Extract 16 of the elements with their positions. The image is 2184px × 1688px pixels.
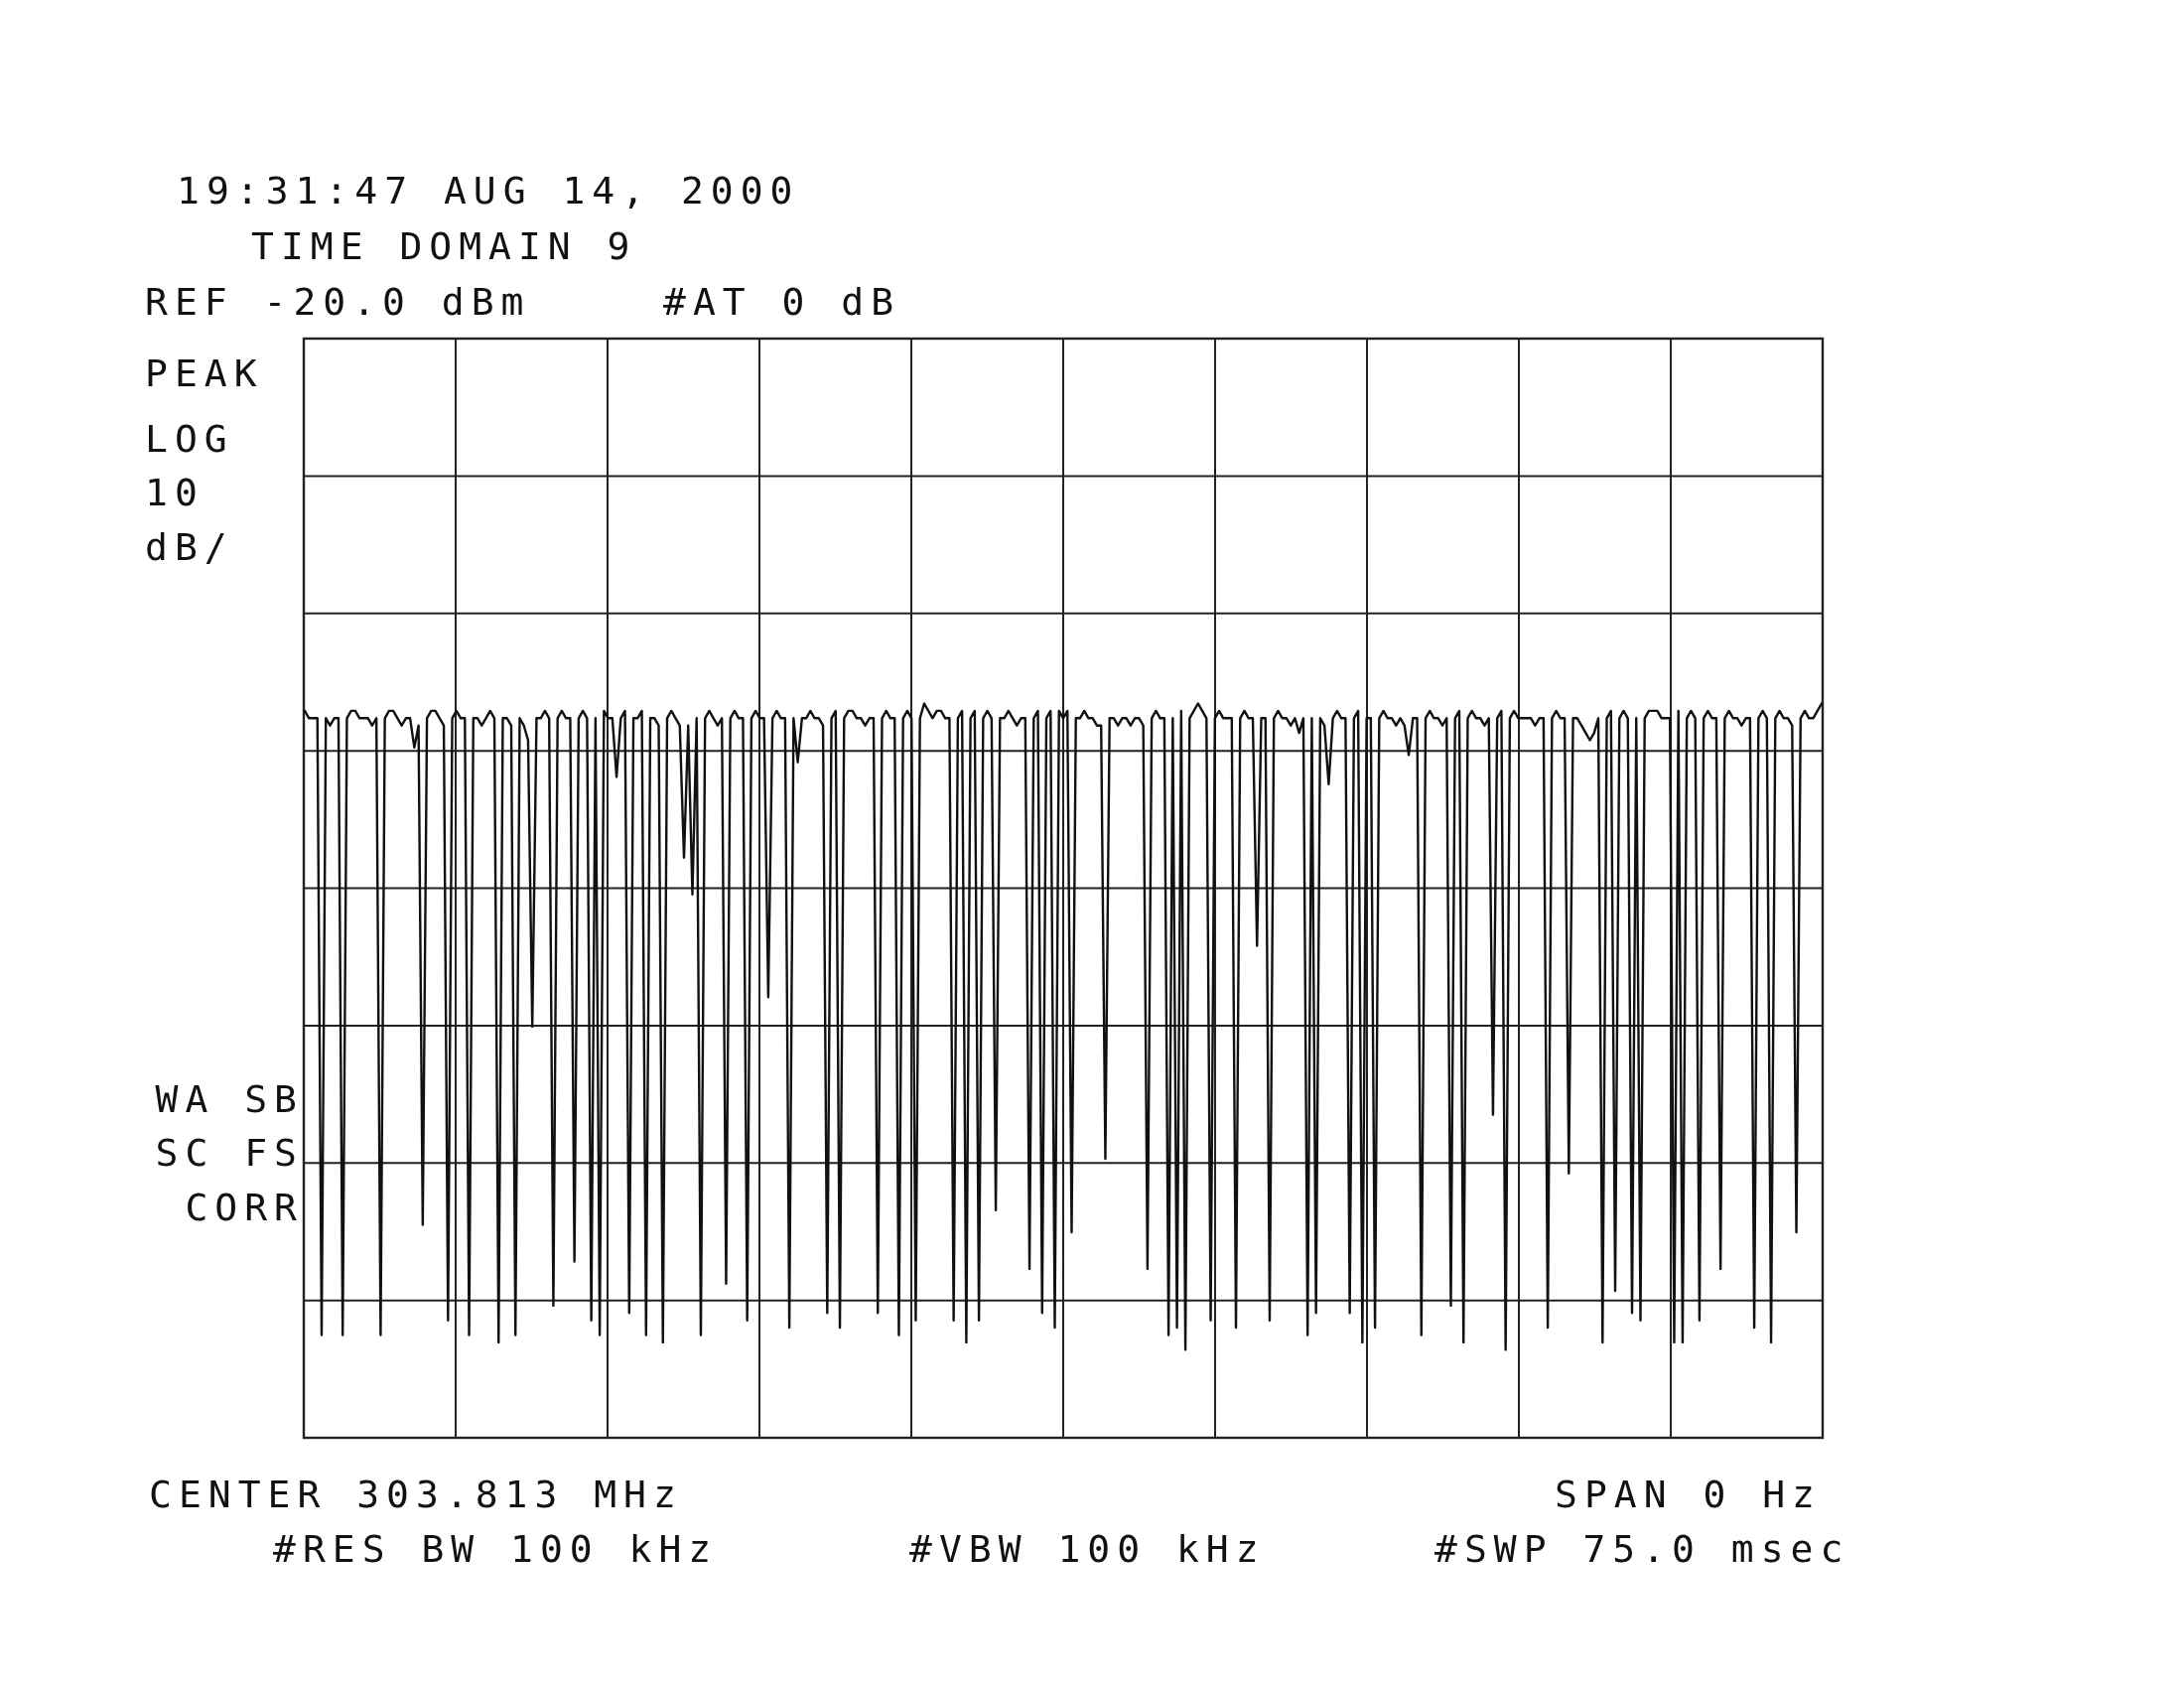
text: LOG [145, 417, 234, 461]
text: #RES BW 100 kHz [273, 1527, 719, 1571]
text: CENTER 303.813 MHz [149, 1473, 683, 1516]
annotation: WA SB [155, 1077, 304, 1121]
text: SPAN 0 Hz [1555, 1473, 1822, 1516]
chart-title: TIME DOMAIN 9 [251, 224, 637, 268]
text: dB/ [145, 525, 234, 569]
annotation: CORR [185, 1186, 304, 1229]
text: 10 [145, 471, 205, 514]
text: PEAK [145, 352, 264, 395]
text: #SWP 75.0 msec [1434, 1527, 1850, 1571]
text: REF -20.0 dBm [145, 280, 531, 324]
text: #AT 0 dB [663, 280, 901, 324]
text: #VBW 100 kHz [909, 1527, 1266, 1571]
text: 19:31:47 AUG 14, 2000 [177, 169, 800, 212]
annotation: SC FS [155, 1131, 304, 1175]
